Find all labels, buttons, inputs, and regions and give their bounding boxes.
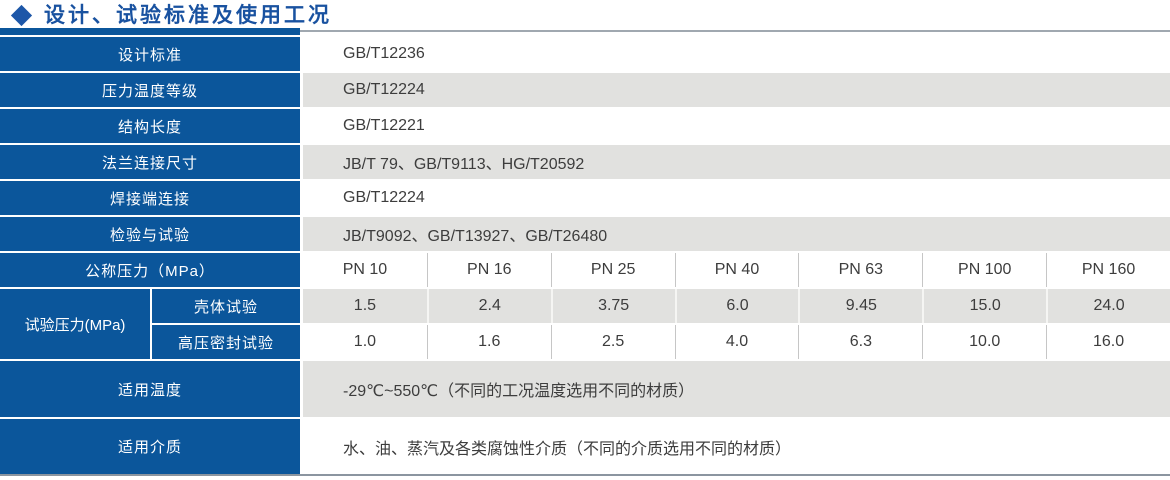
row-value: GB/T12224 bbox=[303, 73, 1170, 107]
shell-test-label: 壳体试验 bbox=[152, 289, 300, 323]
value-cell: 10.0 bbox=[922, 325, 1046, 359]
table-row-inspection-test: 检验与试验 JB/T9092、GB/T13927、GB/T26480 bbox=[0, 217, 1170, 251]
section-header: 设计、试验标准及使用工况 bbox=[0, 0, 1170, 28]
diamond-bullet-icon bbox=[10, 4, 33, 26]
table-row-test-pressure: 试验压力(MPa) 壳体试验 高压密封试验 1.5 2.4 3.75 6.0 9… bbox=[0, 289, 1170, 359]
table-row-applicable-temperature: 适用温度 -29℃~550℃（不同的工况温度选用不同的材质） bbox=[0, 361, 1170, 417]
table-row-weld-end: 焊接端连接 GB/T12224 bbox=[0, 181, 1170, 215]
table-row-flange-dimensions: 法兰连接尺寸 JB/T 79、GB/T9113、HG/T20592 bbox=[0, 145, 1170, 179]
header-rule-gray bbox=[300, 30, 1170, 32]
row-value: GB/T12236 bbox=[303, 37, 1170, 71]
pn-column-cell: PN 63 bbox=[798, 253, 922, 287]
table-bottom-rule bbox=[0, 474, 1170, 476]
row-label: 检验与试验 bbox=[0, 217, 300, 251]
value-cell: 4.0 bbox=[674, 325, 799, 359]
table-row-design-standard: 设计标准 GB/T12236 bbox=[0, 37, 1170, 71]
row-label: 设计标准 bbox=[0, 37, 300, 71]
table-row-pressure-temp-rating: 压力温度等级 GB/T12224 bbox=[0, 73, 1170, 107]
table-row-nominal-pressure: 公称压力（MPa） PN 10 PN 16 PN 25 PN 40 PN 63 … bbox=[0, 253, 1170, 287]
table-row-structure-length: 结构长度 GB/T12221 bbox=[0, 109, 1170, 143]
value-cell: 6.0 bbox=[674, 289, 799, 323]
pn-column-cell: PN 100 bbox=[922, 253, 1046, 287]
value-cell: 2.5 bbox=[550, 325, 675, 359]
page-title: 设计、试验标准及使用工况 bbox=[44, 4, 332, 27]
test-pressure-labels: 试验压力(MPa) 壳体试验 高压密封试验 bbox=[0, 289, 300, 359]
pn-column-cell: PN 160 bbox=[1046, 253, 1170, 287]
value-cell: 16.0 bbox=[1046, 325, 1170, 359]
row-label: 结构长度 bbox=[0, 109, 300, 143]
row-label: 适用介质 bbox=[0, 419, 300, 474]
value-cell: 9.45 bbox=[798, 289, 922, 323]
row-value: GB/T12221 bbox=[303, 109, 1170, 143]
value-cell: 2.4 bbox=[426, 289, 551, 323]
row-value: 水、油、蒸汽及各类腐蚀性介质（不同的介质选用不同的材质） bbox=[303, 419, 1170, 474]
row-label: 公称压力（MPa） bbox=[0, 253, 300, 287]
test-pressure-label: 试验压力(MPa) bbox=[0, 289, 150, 359]
pn-columns: PN 10 PN 16 PN 25 PN 40 PN 63 PN 100 PN … bbox=[303, 253, 1170, 287]
value-cell: 1.5 bbox=[353, 297, 377, 314]
row-label: 压力温度等级 bbox=[0, 73, 300, 107]
value-cell: 1.6 bbox=[426, 325, 551, 359]
table-row-applicable-medium: 适用介质 水、油、蒸汽及各类腐蚀性介质（不同的介质选用不同的材质） bbox=[0, 419, 1170, 474]
pn-column-cell: PN 40 bbox=[674, 253, 799, 287]
row-value: -29℃~550℃（不同的工况温度选用不同的材质） bbox=[303, 361, 1170, 417]
seal-test-values: 1.0 1.6 2.5 4.0 6.3 10.0 16.0 bbox=[303, 325, 1170, 359]
pn-column-cell: PN 25 bbox=[550, 253, 675, 287]
header-rule-blue bbox=[0, 28, 300, 35]
pn-column-cell: PN 16 bbox=[426, 253, 551, 287]
pn-column-cell: PN 10 bbox=[342, 261, 388, 278]
value-cell: 1.0 bbox=[353, 333, 377, 350]
row-label: 适用温度 bbox=[0, 361, 300, 417]
seal-test-label: 高压密封试验 bbox=[152, 325, 300, 359]
value-cell: 3.75 bbox=[550, 289, 675, 323]
value-cell: 24.0 bbox=[1046, 289, 1170, 323]
row-value: JB/T9092、GB/T13927、GB/T26480 bbox=[303, 217, 1170, 251]
row-label: 法兰连接尺寸 bbox=[0, 145, 300, 179]
spec-table: 设计标准 GB/T12236 压力温度等级 GB/T12224 结构长度 GB/… bbox=[0, 37, 1170, 476]
value-cell: 6.3 bbox=[798, 325, 922, 359]
value-cell: 15.0 bbox=[922, 289, 1046, 323]
header-rule bbox=[0, 28, 1170, 37]
row-label: 焊接端连接 bbox=[0, 181, 300, 215]
shell-test-values: 1.5 2.4 3.75 6.0 9.45 15.0 24.0 bbox=[303, 289, 1170, 323]
row-value: JB/T 79、GB/T9113、HG/T20592 bbox=[303, 145, 1170, 179]
row-value: GB/T12224 bbox=[303, 181, 1170, 215]
test-pressure-values: 1.5 2.4 3.75 6.0 9.45 15.0 24.0 1.0 1.6 … bbox=[300, 289, 1170, 359]
